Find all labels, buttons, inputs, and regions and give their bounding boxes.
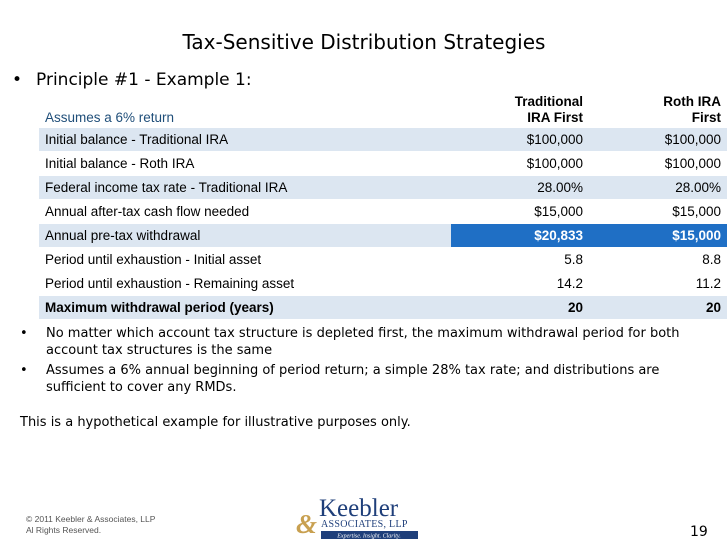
row-label: Federal income tax rate - Traditional IR… bbox=[39, 175, 451, 200]
header-col1-line1: Traditional bbox=[514, 94, 583, 109]
header-assumption: Assumes a 6% return bbox=[39, 90, 451, 128]
logo-ampersand: & bbox=[296, 509, 317, 539]
row-value-roth-highlight: $15,000 bbox=[589, 223, 727, 248]
row-label: Initial balance - Traditional IRA bbox=[39, 127, 451, 152]
bullet-item: • Assumes a 6% annual beginning of perio… bbox=[20, 362, 700, 396]
table-row: Annual after-tax cash flow needed $15,00… bbox=[39, 199, 727, 224]
principle-heading: • Principle #1 - Example 1: bbox=[12, 70, 252, 90]
row-label: Annual after-tax cash flow needed bbox=[39, 199, 451, 224]
disclaimer-note: This is a hypothetical example for illus… bbox=[20, 415, 411, 430]
row-value-roth: $100,000 bbox=[589, 151, 727, 176]
table-total-row: Maximum withdrawal period (years) 20 20 bbox=[39, 295, 727, 320]
row-value-roth: 20 bbox=[589, 295, 727, 320]
row-value-roth: 28.00% bbox=[589, 175, 727, 200]
row-value-roth: 8.8 bbox=[589, 247, 727, 272]
logo-name: Keebler bbox=[319, 495, 399, 522]
table-row: Federal income tax rate - Traditional IR… bbox=[39, 175, 727, 200]
row-value-traditional-highlight: $20,833 bbox=[451, 223, 589, 248]
header-col1-line2: IRA First bbox=[527, 110, 583, 125]
table-row: Annual pre-tax withdrawal $20,833 $15,00… bbox=[39, 223, 727, 248]
logo-associates: ASSOCIATES, LLP bbox=[321, 519, 408, 530]
row-value-roth: 11.2 bbox=[589, 271, 727, 296]
header-col2-line1: Roth IRA bbox=[663, 94, 721, 109]
principle-text: Principle #1 - Example 1: bbox=[36, 70, 252, 90]
distribution-table: Assumes a 6% return Traditional IRA First… bbox=[39, 90, 727, 320]
logo-tagline: Expertise. Insight. Clarity. bbox=[336, 534, 401, 540]
row-value-roth: $100,000 bbox=[589, 127, 727, 152]
table-row: Initial balance - Traditional IRA $100,0… bbox=[39, 127, 727, 152]
copyright-line: © 2011 Keebler & Associates, LLP bbox=[26, 514, 156, 524]
bullet-item: • No matter which account tax structure … bbox=[20, 325, 700, 359]
bullet-marker: • bbox=[20, 363, 28, 378]
row-label: Period until exhaustion - Initial asset bbox=[39, 247, 451, 272]
logo-tagline-band bbox=[321, 531, 418, 539]
rights-line: Al Rights Reserved. bbox=[26, 525, 102, 535]
row-value-traditional: 14.2 bbox=[451, 271, 589, 296]
row-label: Annual pre-tax withdrawal bbox=[39, 223, 451, 248]
row-label: Initial balance - Roth IRA bbox=[39, 151, 451, 176]
header-traditional-first: Traditional IRA First bbox=[451, 90, 589, 128]
company-logo: Keebler & ASSOCIATES, LLP Expertise. Ins… bbox=[296, 494, 420, 540]
slide-title: Tax-Sensitive Distribution Strategies bbox=[182, 30, 546, 54]
row-value-traditional: $15,000 bbox=[451, 199, 589, 224]
row-value-traditional: 5.8 bbox=[451, 247, 589, 272]
row-value-traditional: 20 bbox=[451, 295, 589, 320]
row-value-traditional: $100,000 bbox=[451, 127, 589, 152]
header-roth-first: Roth IRA First bbox=[589, 90, 727, 128]
bullet-marker: • bbox=[12, 70, 23, 90]
bullet-marker: • bbox=[20, 326, 28, 341]
bullet-text: No matter which account tax structure is… bbox=[46, 326, 680, 358]
bullet-text: Assumes a 6% annual beginning of period … bbox=[46, 363, 660, 395]
row-label: Period until exhaustion - Remaining asse… bbox=[39, 271, 451, 296]
table-row: Initial balance - Roth IRA $100,000 $100… bbox=[39, 151, 727, 176]
row-value-traditional: 28.00% bbox=[451, 175, 589, 200]
copyright-notice: © 2011 Keebler & Associates, LLP Al Righ… bbox=[26, 514, 155, 536]
bullet-list: • No matter which account tax structure … bbox=[20, 325, 700, 399]
table-row: Period until exhaustion - Remaining asse… bbox=[39, 271, 727, 296]
row-value-roth: $15,000 bbox=[589, 199, 727, 224]
row-value-traditional: $100,000 bbox=[451, 151, 589, 176]
table-header-row: Assumes a 6% return Traditional IRA First… bbox=[39, 90, 727, 128]
header-col2-line2: First bbox=[691, 110, 721, 125]
page-number: 19 bbox=[690, 524, 708, 540]
row-label: Maximum withdrawal period (years) bbox=[39, 295, 451, 320]
table-row: Period until exhaustion - Initial asset … bbox=[39, 247, 727, 272]
